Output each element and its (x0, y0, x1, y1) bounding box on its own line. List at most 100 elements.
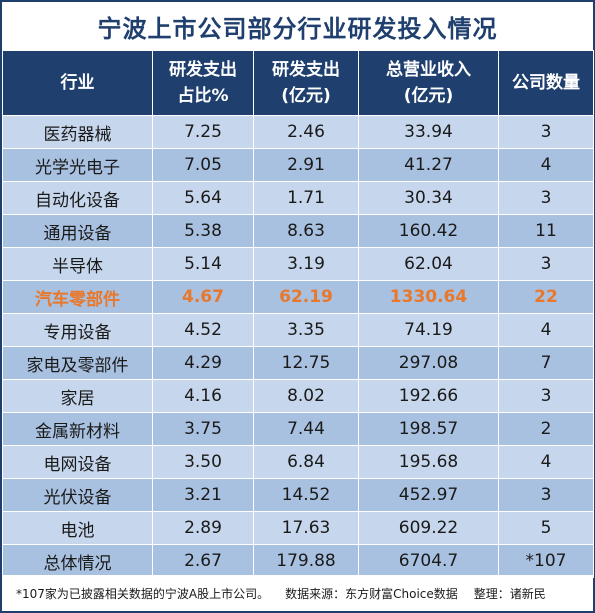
cell-rd-spend: 3.35 (253, 313, 359, 347)
cell-rd-ratio: 3.75 (152, 412, 254, 446)
table-row: 电池 2.89 17.63 609.22 5 (2, 511, 594, 545)
cell-rd-spend: 179.88 (253, 544, 359, 578)
cell-rd-ratio: 4.67 (152, 280, 254, 314)
cell-company-count: *107 (498, 544, 594, 578)
header-revenue-line1: 总营业收入 (386, 60, 471, 80)
cell-industry: 家居 (2, 379, 153, 413)
cell-rd-ratio: 7.25 (152, 115, 254, 149)
header-rd-ratio-line1: 研发支出 (169, 60, 237, 80)
footnote-note: *107家为已披露相关数据的宁波A股上市公司。 (16, 586, 270, 601)
cell-revenue: 609.22 (358, 511, 499, 545)
table-row: 家电及零部件 4.29 12.75 297.08 7 (2, 346, 594, 380)
cell-revenue: 41.27 (358, 148, 499, 182)
cell-revenue: 30.34 (358, 181, 499, 215)
cell-rd-ratio: 5.38 (152, 214, 254, 248)
cell-rd-spend: 7.44 (253, 412, 359, 446)
cell-industry: 通用设备 (2, 214, 153, 248)
header-industry: 行业 (2, 50, 153, 116)
cell-company-count: 4 (498, 445, 594, 479)
cell-company-count: 3 (498, 478, 594, 512)
footnote-editor: 整理：诸新民 (473, 586, 546, 601)
cell-company-count: 3 (498, 181, 594, 215)
table-row: 家居 4.16 8.02 192.66 3 (2, 379, 594, 413)
cell-rd-spend: 17.63 (253, 511, 359, 545)
cell-industry: 医药器械 (2, 115, 153, 149)
cell-revenue: 198.57 (358, 412, 499, 446)
page-title: 宁波上市公司部分行业研发投入情况 (97, 14, 498, 43)
cell-company-count: 2 (498, 412, 594, 446)
cell-rd-ratio: 4.52 (152, 313, 254, 347)
header-revenue: 总营业收入 (亿元) (358, 50, 499, 116)
cell-company-count: 22 (498, 280, 594, 314)
cell-company-count: 11 (498, 214, 594, 248)
cell-industry: 金属新材料 (2, 412, 153, 446)
table-row: 医药器械 7.25 2.46 33.94 3 (2, 115, 594, 149)
cell-rd-spend: 62.19 (253, 280, 359, 314)
header-rd-ratio: 研发支出 占比% (152, 50, 254, 116)
table-row: 自动化设备 5.64 1.71 30.34 3 (2, 181, 594, 215)
footnote-source: 数据来源：东方财富Choice数据 (285, 586, 458, 601)
table-row: 光伏设备 3.21 14.52 452.97 3 (2, 478, 594, 512)
table-row-highlighted: 汽车零部件 4.67 62.19 1330.64 22 (2, 280, 594, 314)
cell-rd-ratio: 5.64 (152, 181, 254, 215)
cell-rd-ratio: 4.16 (152, 379, 254, 413)
cell-rd-ratio: 5.14 (152, 247, 254, 281)
cell-revenue: 452.97 (358, 478, 499, 512)
table-row-total: 总体情况 2.67 179.88 6704.7 *107 (2, 544, 594, 578)
cell-industry: 自动化设备 (2, 181, 153, 215)
header-revenue-line2: (亿元) (403, 86, 454, 106)
cell-company-count: 3 (498, 379, 594, 413)
cell-company-count: 3 (498, 247, 594, 281)
cell-rd-spend: 14.52 (253, 478, 359, 512)
header-rd-ratio-line2: 占比% (177, 86, 229, 106)
cell-revenue: 62.04 (358, 247, 499, 281)
cell-industry: 半导体 (2, 247, 153, 281)
table-row: 电网设备 3.50 6.84 195.68 4 (2, 445, 594, 479)
cell-revenue: 297.08 (358, 346, 499, 380)
header-rd-spend-line2: (亿元) (281, 86, 331, 106)
cell-industry: 家电及零部件 (2, 346, 153, 380)
title-bar: 宁波上市公司部分行业研发投入情况 (2, 2, 593, 50)
table-row: 金属新材料 3.75 7.44 198.57 2 (2, 412, 594, 446)
cell-revenue: 74.19 (358, 313, 499, 347)
cell-rd-spend: 2.46 (253, 115, 359, 149)
cell-company-count: 4 (498, 148, 594, 182)
cell-rd-spend: 8.02 (253, 379, 359, 413)
cell-rd-spend: 3.19 (253, 247, 359, 281)
header-company-count: 公司数量 (498, 50, 594, 116)
cell-revenue: 1330.64 (358, 280, 499, 314)
cell-industry: 专用设备 (2, 313, 153, 347)
cell-industry: 电网设备 (2, 445, 153, 479)
table-row: 半导体 5.14 3.19 62.04 3 (2, 247, 594, 281)
cell-revenue: 33.94 (358, 115, 499, 149)
cell-company-count: 7 (498, 346, 594, 380)
cell-industry: 总体情况 (2, 544, 153, 578)
cell-industry: 光学光电子 (2, 148, 153, 182)
table-row: 光学光电子 7.05 2.91 41.27 4 (2, 148, 594, 182)
header-rd-spend: 研发支出 (亿元) (253, 50, 359, 116)
table-row: 专用设备 4.52 3.35 74.19 4 (2, 313, 594, 347)
cell-rd-ratio: 3.50 (152, 445, 254, 479)
cell-revenue: 195.68 (358, 445, 499, 479)
cell-rd-spend: 8.63 (253, 214, 359, 248)
table-header-row: 行业 研发支出 占比% 研发支出 (亿元) 总营业收入 (亿元) 公司数量 (2, 50, 594, 116)
cell-rd-spend: 1.71 (253, 181, 359, 215)
cell-industry: 汽车零部件 (2, 280, 153, 314)
cell-company-count: 3 (498, 115, 594, 149)
cell-company-count: 4 (498, 313, 594, 347)
cell-industry: 电池 (2, 511, 153, 545)
cell-rd-spend: 2.91 (253, 148, 359, 182)
cell-industry: 光伏设备 (2, 478, 153, 512)
cell-revenue: 160.42 (358, 214, 499, 248)
cell-rd-ratio: 2.89 (152, 511, 254, 545)
cell-revenue: 6704.7 (358, 544, 499, 578)
cell-rd-ratio: 4.29 (152, 346, 254, 380)
cell-rd-ratio: 7.05 (152, 148, 254, 182)
cell-rd-ratio: 3.21 (152, 478, 254, 512)
table-row: 通用设备 5.38 8.63 160.42 11 (2, 214, 594, 248)
rd-table: 行业 研发支出 占比% 研发支出 (亿元) 总营业收入 (亿元) 公司数量 医药… (2, 50, 594, 578)
cell-revenue: 192.66 (358, 379, 499, 413)
cell-rd-spend: 12.75 (253, 346, 359, 380)
cell-company-count: 5 (498, 511, 594, 545)
header-rd-spend-line1: 研发支出 (272, 60, 340, 80)
